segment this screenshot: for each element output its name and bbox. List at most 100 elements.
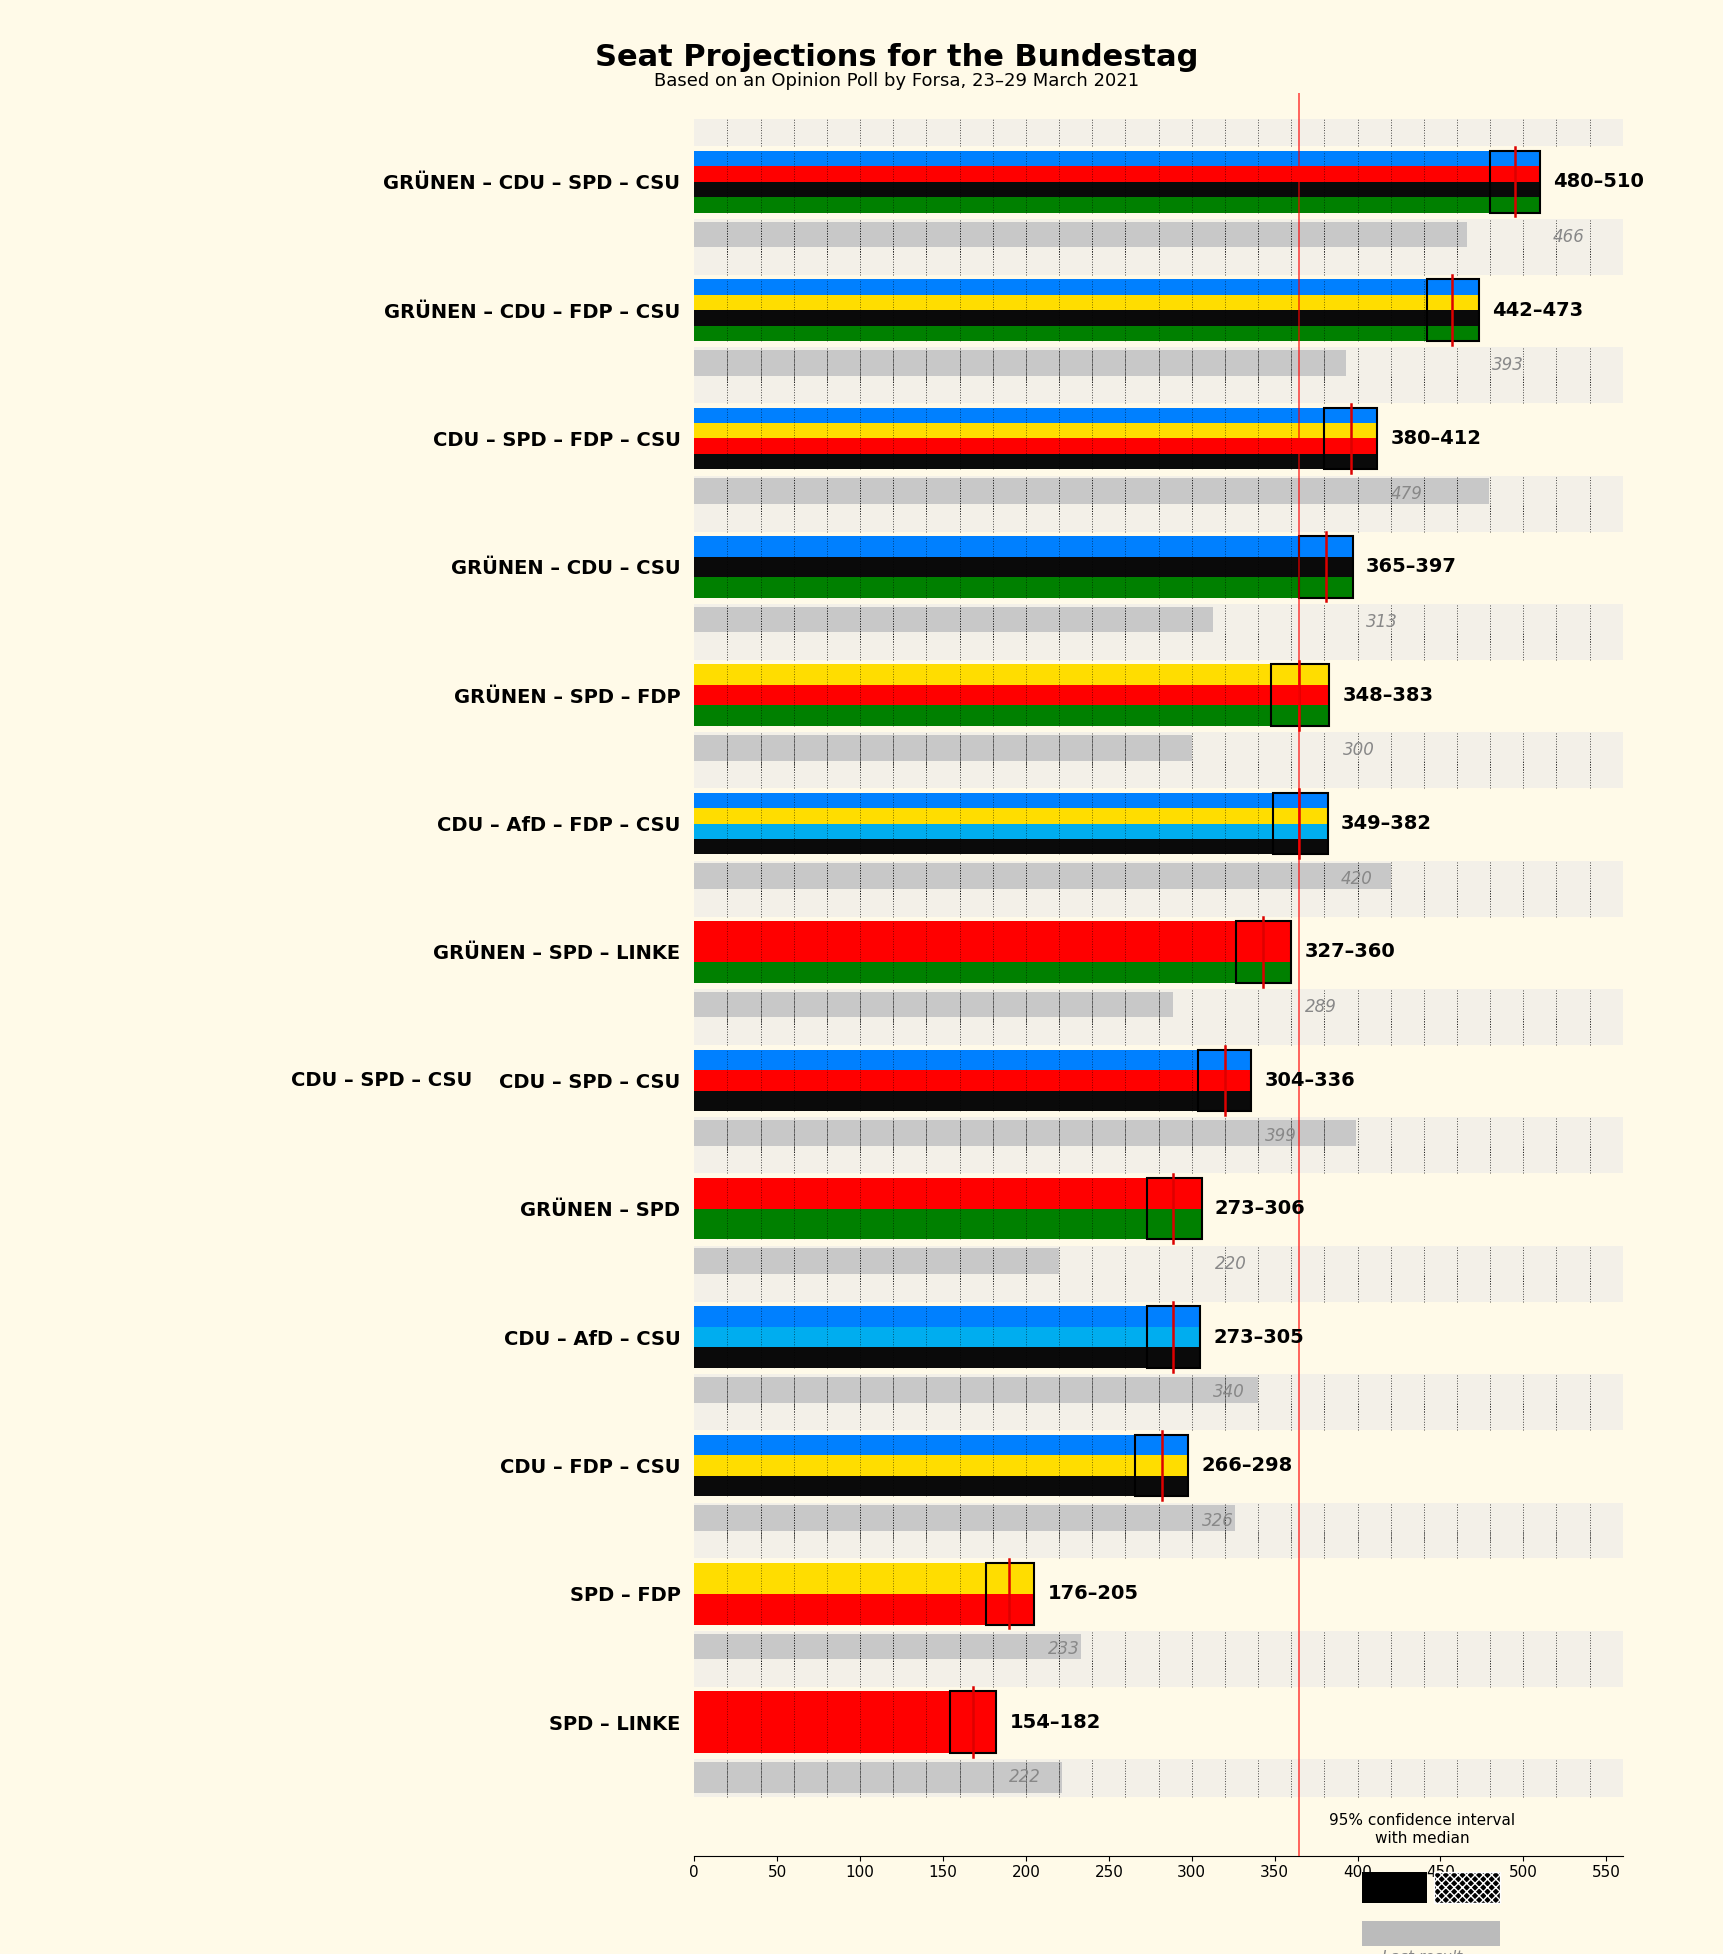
Bar [1270, 705, 1328, 727]
Bar [1197, 1049, 1251, 1112]
Bar [1299, 557, 1353, 576]
Text: 313: 313 [1365, 614, 1397, 631]
Bar [1272, 838, 1327, 854]
Bar [694, 604, 1621, 643]
Bar [694, 760, 1621, 787]
Bar [694, 438, 1323, 453]
Bar [1427, 295, 1478, 311]
Bar [694, 348, 1621, 385]
Bar [694, 150, 1489, 166]
Bar [1272, 793, 1327, 809]
Bar [694, 350, 1346, 381]
Bar [694, 119, 1621, 147]
Text: 222: 222 [1008, 1768, 1041, 1786]
Bar [694, 1374, 1621, 1413]
Bar [694, 889, 1621, 916]
Bar [949, 1692, 996, 1753]
Bar [1146, 1178, 1201, 1210]
Bar [694, 1274, 1621, 1301]
Text: 349–382: 349–382 [1340, 815, 1432, 832]
Bar [1427, 279, 1478, 295]
Bar [694, 989, 1621, 1028]
Bar [694, 119, 1621, 147]
Bar [1323, 438, 1377, 453]
Bar [1135, 1434, 1187, 1497]
Text: 348–383: 348–383 [1342, 686, 1434, 705]
Bar [694, 1563, 986, 1594]
Bar [694, 993, 1173, 1022]
Bar [1299, 535, 1353, 557]
Bar [1135, 1475, 1187, 1497]
Bar [694, 1378, 1258, 1407]
Bar [694, 809, 1272, 823]
Bar [694, 1530, 1621, 1559]
Bar [694, 860, 1621, 899]
Bar [1427, 326, 1478, 340]
Bar [694, 760, 1621, 787]
Bar [694, 1247, 1621, 1284]
Bar [986, 1563, 1034, 1624]
Text: 442–473: 442–473 [1490, 301, 1582, 320]
Bar [694, 1475, 1135, 1497]
Text: 479: 479 [1390, 485, 1421, 502]
Text: 466: 466 [1552, 229, 1583, 246]
Bar [1146, 1178, 1201, 1239]
Bar [694, 1247, 1621, 1284]
Bar [694, 705, 1270, 727]
Bar [1235, 920, 1291, 983]
Text: 154–182: 154–182 [1008, 1712, 1099, 1731]
Bar [694, 475, 1621, 514]
Bar [694, 295, 1427, 311]
Bar [694, 1249, 1058, 1280]
Bar [694, 606, 1213, 637]
Bar [694, 1759, 1621, 1798]
Bar [1323, 408, 1377, 469]
Bar [1299, 576, 1353, 598]
Bar [694, 1018, 1621, 1045]
Text: 399: 399 [1265, 1127, 1296, 1145]
Bar [694, 1120, 1354, 1151]
Bar [1323, 453, 1377, 469]
Bar [1135, 1456, 1187, 1475]
Bar [694, 1210, 1146, 1239]
Bar [1146, 1305, 1199, 1327]
Bar [1146, 1348, 1199, 1368]
Text: 327–360: 327–360 [1304, 942, 1394, 961]
Bar [694, 1721, 949, 1753]
Bar [694, 1374, 1621, 1413]
Bar [694, 219, 1621, 256]
Text: Seat Projections for the Bundestag: Seat Projections for the Bundestag [594, 43, 1197, 72]
Text: 304–336: 304–336 [1265, 1071, 1354, 1090]
Bar [986, 1563, 1034, 1594]
Text: 273–306: 273–306 [1215, 1200, 1304, 1217]
Bar [694, 793, 1272, 809]
Bar [1489, 150, 1539, 213]
Bar [1146, 1305, 1199, 1368]
Bar [694, 1049, 1197, 1071]
Text: 266–298: 266–298 [1201, 1456, 1292, 1475]
Bar [694, 1305, 1146, 1327]
Text: 365–397: 365–397 [1365, 557, 1456, 576]
Bar [694, 375, 1621, 403]
Bar [1489, 166, 1539, 182]
Text: 289: 289 [1304, 998, 1335, 1016]
Bar [694, 348, 1621, 385]
Bar [694, 1634, 1080, 1665]
Bar [694, 1530, 1621, 1559]
Bar [1427, 279, 1478, 340]
Bar [1197, 1049, 1251, 1071]
Text: 176–205: 176–205 [1048, 1585, 1137, 1604]
Bar [694, 311, 1427, 326]
Bar [694, 197, 1489, 213]
Bar [1197, 1071, 1251, 1090]
Bar [694, 248, 1621, 276]
Bar [694, 1327, 1146, 1348]
Bar [694, 1505, 1234, 1536]
Bar [949, 1721, 996, 1753]
Bar [694, 408, 1323, 424]
Text: 273–305: 273–305 [1213, 1327, 1303, 1346]
Bar [1299, 535, 1353, 598]
Bar [1135, 1434, 1187, 1456]
Bar [694, 535, 1299, 557]
Bar [694, 1434, 1135, 1456]
